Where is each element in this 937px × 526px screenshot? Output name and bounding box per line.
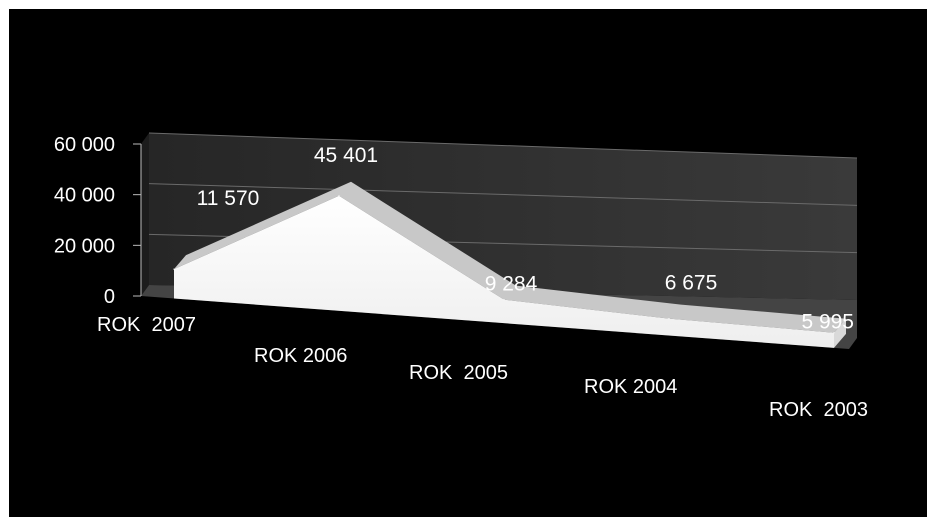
area-end-cap — [834, 318, 846, 348]
y-tick-label: 0 — [104, 286, 115, 308]
chart-frame: 60 000 40 000 20 000 0 11 570 45 401 9 284 6 6… — [9, 9, 927, 517]
data-point-3 — [668, 318, 670, 320]
y-tick-label: 20 000 — [54, 235, 115, 257]
data-label-0: 11 570 — [197, 187, 260, 210]
category-label-4: ROK 2003 — [769, 399, 868, 421]
data-label-4: 5 995 — [801, 311, 854, 334]
area-top-surface — [174, 181, 846, 333]
data-label-2: 9 284 — [485, 273, 538, 296]
side-wall — [141, 133, 149, 296]
y-tick-label: 60 000 — [54, 134, 115, 156]
data-point-0 — [173, 268, 175, 270]
gridline — [148, 132, 858, 159]
category-label-3: ROK 2004 — [584, 376, 677, 398]
data-label-1: 45 401 — [314, 144, 378, 167]
category-label-1: ROK 2006 — [254, 345, 347, 367]
area-front-face — [174, 195, 834, 348]
data-point-2 — [503, 299, 505, 301]
y-tick-label: 40 000 — [54, 185, 115, 207]
data-point-4 — [833, 332, 835, 334]
area-chart-3d: 60 000 40 000 20 000 0 11 570 45 401 9 284 6 6… — [54, 132, 868, 421]
gridline — [148, 183, 858, 206]
data-label-3: 6 675 — [665, 272, 718, 295]
data-point-1 — [338, 195, 340, 197]
category-label-0: ROK 2007 — [97, 314, 196, 336]
category-label-2: ROK 2005 — [409, 362, 508, 384]
